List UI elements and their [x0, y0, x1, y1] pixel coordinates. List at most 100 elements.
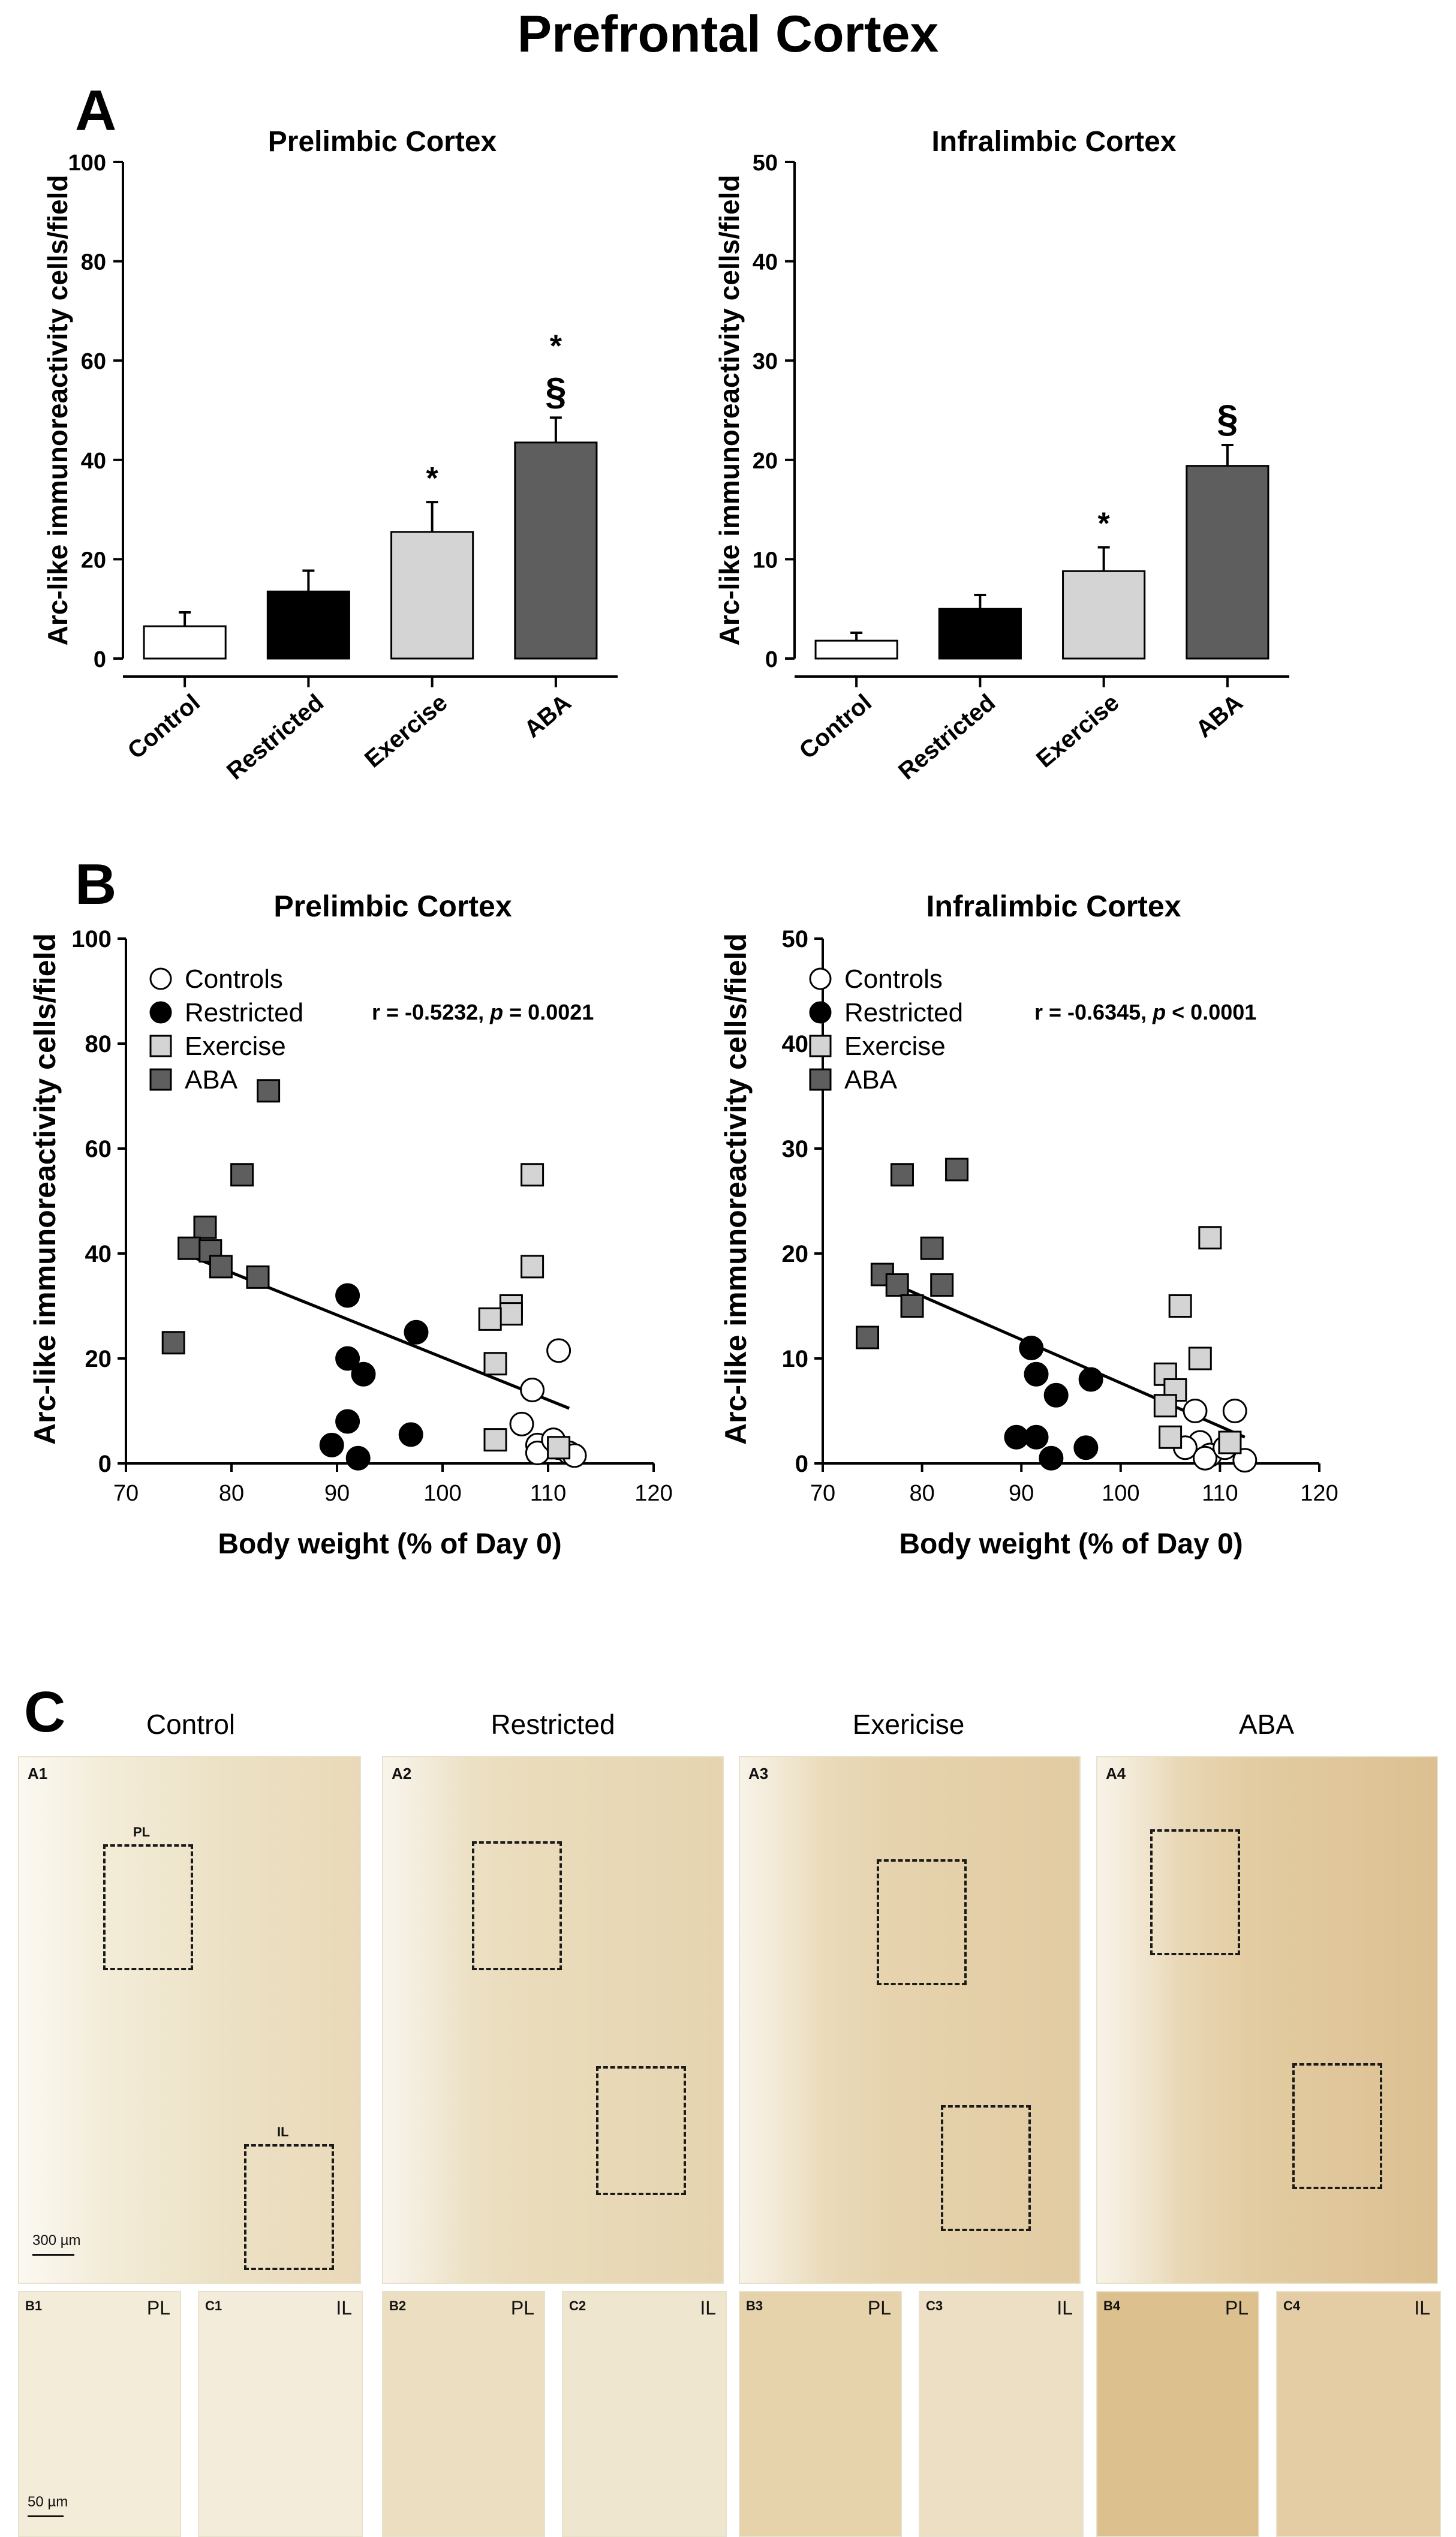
- micrograph-detail-b1: B1 PL 50 µm: [18, 2291, 181, 2537]
- y-tick-label: 20: [753, 449, 778, 474]
- detail-tag: C1: [205, 2298, 222, 2313]
- y-tick-label: 50: [753, 151, 778, 176]
- y-tick-label: 10: [782, 1346, 809, 1372]
- x-tick-label: 120: [634, 1481, 672, 1506]
- micrograph-overview-2: A2: [382, 1756, 724, 2284]
- bar: [266, 590, 350, 660]
- chart-title: Prelimbic Cortex: [268, 126, 497, 158]
- data-point-exercise: [1218, 1430, 1242, 1454]
- data-point-restricted: [351, 1361, 376, 1387]
- data-point-aba: [178, 1236, 201, 1260]
- bar: [814, 639, 898, 660]
- micrograph-detail-c4: C4 IL: [1276, 2291, 1441, 2537]
- y-tick-label: 0: [765, 647, 778, 672]
- white-matter-band: [1097, 1757, 1181, 2283]
- micrograph-detail-b4: B4 PL: [1096, 2291, 1259, 2537]
- y-tick-label: 100: [71, 926, 112, 952]
- data-point-aba: [161, 1331, 185, 1355]
- x-tick-label: 100: [1102, 1481, 1139, 1506]
- chart-title: Prelimbic Cortex: [273, 889, 512, 923]
- scale-bar-overview: [32, 2254, 74, 2256]
- data-point-controls: [1183, 1399, 1208, 1423]
- x-tick-label: 80: [909, 1481, 934, 1506]
- y-tick-label: 30: [782, 1136, 809, 1162]
- micrograph-panel: Control A1 PL IL 300 µm Restricted A2 Exericise…: [0, 1697, 1456, 2537]
- data-point-exercise: [1159, 1425, 1183, 1449]
- white-matter-band: [383, 1757, 467, 2283]
- y-tick-label: 0: [795, 1451, 808, 1477]
- y-tick-label: 40: [85, 1241, 112, 1267]
- data-point-aba: [890, 1163, 914, 1187]
- column-label-4: ABA: [1238, 1709, 1295, 1740]
- scale-bar-detail: [28, 2515, 64, 2517]
- legend-marker-aba: [149, 1068, 172, 1091]
- data-point-aba: [230, 1163, 254, 1187]
- bar: [1186, 465, 1270, 660]
- scatter-chart-infralimbic: Infralimbic Cortex Arc-like immunoreactiv…: [719, 889, 1338, 1560]
- y-tick-label: 40: [782, 1031, 809, 1057]
- il-region-box: [941, 2105, 1031, 2231]
- column-label-2: Restricted: [491, 1709, 615, 1740]
- x-tick-label: ABA: [1191, 689, 1248, 743]
- detail-region: IL: [1057, 2297, 1073, 2319]
- data-point-aba: [209, 1255, 233, 1279]
- legend-marker-exercise: [809, 1035, 832, 1057]
- panel-label-a: A: [75, 79, 117, 143]
- data-point-aba: [920, 1236, 944, 1260]
- data-point-exercise: [1188, 1346, 1212, 1370]
- il-region-box: [1292, 2063, 1382, 2189]
- data-point-controls: [546, 1338, 571, 1363]
- legend-marker-restricted: [149, 1001, 172, 1024]
- data-point-restricted: [319, 1432, 344, 1457]
- bar: [1062, 570, 1146, 660]
- overview-tag-2: A2: [392, 1765, 412, 1782]
- x-tick-label: 120: [1300, 1481, 1338, 1506]
- detail-region: PL: [867, 2297, 891, 2319]
- x-tick-label: 110: [1202, 1481, 1238, 1506]
- significance-star: *: [1098, 507, 1111, 542]
- legend-label: Restricted: [185, 998, 303, 1027]
- detail-tag: C2: [569, 2298, 586, 2313]
- bar-chart-prelimbic: Prelimbic Cortex Arc-like immunoreactivit…: [42, 126, 618, 785]
- data-point-aba: [945, 1158, 969, 1182]
- y-tick-label: 40: [81, 449, 106, 474]
- x-tick-label: Control: [123, 689, 205, 764]
- data-point-aba: [930, 1273, 954, 1297]
- x-tick-label: 70: [113, 1481, 139, 1506]
- data-point-exercise: [547, 1436, 571, 1460]
- detail-region: PL: [146, 2297, 170, 2319]
- y-tick-label: 100: [68, 151, 106, 176]
- x-tick-label: 90: [324, 1481, 350, 1506]
- detail-tag: C4: [1283, 2298, 1301, 2313]
- data-point-controls: [1222, 1399, 1247, 1423]
- data-point-exercise: [483, 1428, 507, 1452]
- scale-label-detail: 50 µm: [28, 2494, 68, 2510]
- detail-tag: C3: [926, 2298, 943, 2313]
- regression-line: [871, 1273, 1246, 1439]
- legend: Controls Restricted Exercise ABA: [149, 964, 303, 1095]
- data-point-aba: [900, 1294, 924, 1318]
- data-point-controls: [1232, 1448, 1258, 1473]
- legend-label: ABA: [185, 1065, 238, 1095]
- chart-title: Infralimbic Cortex: [926, 889, 1181, 923]
- data-point-restricted: [335, 1346, 360, 1371]
- data-point-restricted: [1024, 1424, 1049, 1450]
- micrograph-overview-1: A1 PL IL 300 µm: [18, 1756, 361, 2284]
- data-point-exercise: [1198, 1226, 1222, 1250]
- y-tick-label: 80: [81, 250, 106, 275]
- p-symbol: p: [1152, 1000, 1166, 1024]
- pl-region-box: [1150, 1829, 1240, 1955]
- correlation-stats: r = -0.6345, p < 0.0001: [1034, 1000, 1256, 1024]
- x-axis-label: Body weight (% of Day 0): [218, 1528, 561, 1560]
- data-point-aba: [246, 1265, 270, 1289]
- il-region-box: [244, 2144, 334, 2270]
- legend-marker-controls: [149, 967, 172, 990]
- data-point-controls: [509, 1411, 534, 1436]
- panel-label-c: C: [24, 1680, 66, 1744]
- legend-label: Restricted: [844, 998, 963, 1027]
- scale-label-overview: 300 µm: [32, 2232, 81, 2249]
- x-axis-label: Body weight (% of Day 0): [899, 1528, 1243, 1560]
- pl-region-box: [472, 1841, 562, 1970]
- data-point-restricted: [335, 1283, 360, 1308]
- x-tick-label: ABA: [519, 689, 576, 743]
